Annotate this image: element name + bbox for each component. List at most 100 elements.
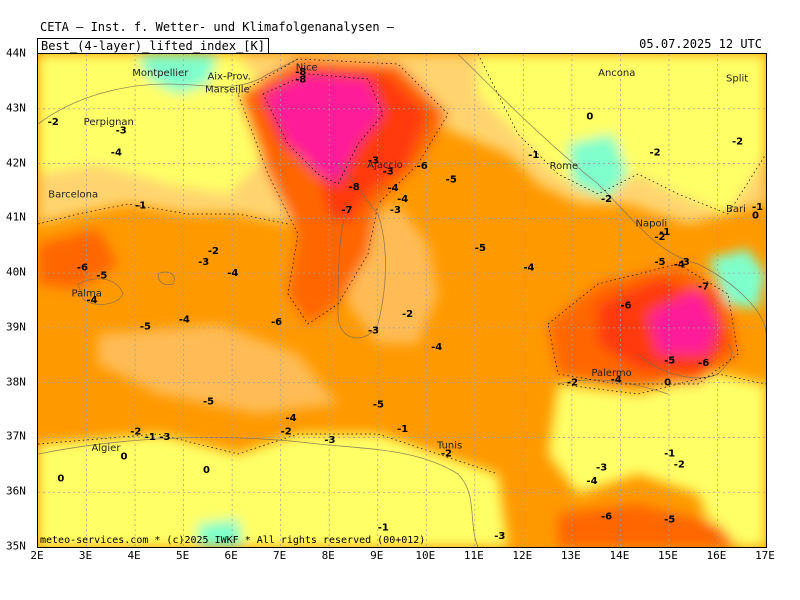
x-axis-tick-label: 4E [127, 549, 141, 562]
lifted-index-map: Montpellier Aix-Prov. Nice Marseille Perpign… [38, 54, 766, 547]
x-axis-tick-label: 12E [512, 549, 533, 562]
contour-value-label: -2 [402, 309, 413, 320]
contour-value-label: -5 [373, 399, 384, 410]
city-labels: Montpellier Aix-Prov. Nice Marseille Perpign… [48, 62, 748, 454]
contour-value-label: -4 [397, 194, 408, 205]
contour-value-label: -3 [679, 257, 690, 268]
field-band-aqua-se [708, 249, 766, 309]
y-axis-tick-label: 42N [6, 156, 26, 170]
y-axis-tick-label: 41N [6, 210, 26, 224]
contour-value-label: -3 [368, 156, 379, 167]
contour-value-label: -6 [417, 161, 428, 172]
contour-value-label: -6 [77, 262, 88, 273]
contour-value-label: -1 [145, 432, 156, 443]
x-axis-tick-label: 11E [463, 549, 484, 562]
contour-value-label: -1 [378, 523, 389, 534]
contour-value-label: -8 [295, 74, 306, 85]
x-axis-tick-label: 14E [609, 549, 630, 562]
city-label: Tunis [436, 440, 462, 451]
y-axis-tick-label: 43N [6, 101, 26, 115]
x-axis-tick-label: 10E [415, 549, 436, 562]
contour-value-label: -8 [349, 182, 360, 193]
contour-value-label: -4 [586, 476, 597, 487]
city-label: Rome [550, 161, 579, 172]
contour-value-label: -6 [271, 317, 282, 328]
field-band-yellow-se [548, 374, 766, 547]
contour-lines [38, 54, 766, 475]
contour-value-label: -8 [295, 67, 306, 78]
x-axis-tick-label: 6E [224, 549, 238, 562]
contour-value-label: -4 [523, 262, 534, 273]
lat-lon-grid [38, 54, 766, 547]
contour-value-label: -7 [698, 282, 709, 293]
contour-value-label: -4 [286, 413, 297, 424]
y-axis-tick-label: 36N [6, 484, 26, 498]
contour-value-label: -5 [140, 322, 151, 333]
y-axis-tick-label: 38N [6, 375, 26, 389]
y-axis-tick-label: 44N [6, 46, 26, 60]
contour-value-label: -3 [383, 167, 394, 178]
contour-value-label: -2 [674, 460, 685, 471]
field-band-yellow-nw [38, 54, 268, 194]
contour-value-label: -2 [208, 246, 219, 257]
y-axis-tick-label: 40N [6, 265, 26, 279]
x-axis-tick-label: 13E [560, 549, 581, 562]
contour-value-label: -4 [674, 260, 685, 271]
contour-value-label: -2 [601, 194, 612, 205]
contour-value-label: -7 [341, 205, 352, 216]
contour-value-label: 0 [664, 377, 671, 388]
contour-value-label: -4 [431, 342, 442, 353]
contour-value-label: -2 [650, 147, 661, 158]
contour-value-label: -2 [441, 449, 452, 460]
contour-labels: -8-8-3-4-1-8-7-3-3-4-4-3-6-5-5-4-10-2-2-… [48, 67, 763, 542]
field-band-yellow-ne [478, 54, 766, 214]
contour-value-label: -1 [664, 449, 675, 460]
city-label: Palma [72, 289, 102, 300]
x-axis-tick-label: 7E [273, 549, 287, 562]
contour-value-label: -3 [390, 205, 401, 216]
contour-value-label: -3 [368, 325, 379, 336]
city-label: Ancona [598, 68, 635, 79]
city-label: Palermo [591, 368, 631, 379]
contour-value-label: -6 [601, 512, 612, 523]
city-label: Bari [726, 204, 746, 215]
x-axis-tick-label: 16E [706, 549, 727, 562]
contour-value-label: -3 [324, 435, 335, 446]
contour-value-label: -5 [664, 355, 675, 366]
contour-value-label: -1 [528, 150, 539, 161]
contour-value-label: -2 [654, 232, 665, 243]
y-axis-tick-label: 35N [6, 539, 26, 553]
x-axis-tick-label: 2E [30, 549, 44, 562]
city-label: Nice [296, 62, 318, 73]
x-axis-tick-label: 15E [657, 549, 678, 562]
x-axis-tick-label: 8E [321, 549, 335, 562]
contour-value-label: -3 [198, 257, 209, 268]
contour-value-label: -5 [203, 397, 214, 408]
x-axis-tick-label: 17E [755, 549, 775, 562]
x-axis-tick-label: 9E [370, 549, 384, 562]
producer-title: CETA — Inst. f. Wetter- und Klimafolgena… [40, 20, 395, 34]
city-label: Aix-Prov. [207, 72, 250, 83]
contour-value-label: -5 [96, 271, 107, 282]
contour-value-label: -1 [397, 424, 408, 435]
contour-value-label: 0 [752, 210, 759, 221]
contour-value-label: -5 [654, 257, 665, 268]
contour-value-label: -4 [87, 295, 98, 306]
city-label: Split [726, 73, 748, 84]
contour-value-label: -3 [494, 531, 505, 542]
contour-value-label: -4 [227, 268, 238, 279]
city-label: Algier [91, 443, 121, 454]
contour-value-label: -6 [620, 301, 631, 312]
contour-value-label: -4 [179, 314, 190, 325]
contour-value-label: -5 [446, 175, 457, 186]
contour-value-label: -5 [475, 243, 486, 254]
map-panel: Montpellier Aix-Prov. Nice Marseille Perpign… [37, 53, 767, 548]
y-axis-tick-label: 37N [6, 429, 26, 443]
contour-value-label: -5 [664, 514, 675, 525]
city-label: Montpellier [132, 68, 189, 79]
contour-value-label: -2 [281, 427, 292, 438]
contour-value-label: -4 [611, 375, 622, 386]
field-name-label: Best_(4-layer)_lifted_index_[K] [37, 38, 269, 54]
city-label: Perpignan [84, 117, 134, 128]
contour-value-label: -2 [567, 377, 578, 388]
